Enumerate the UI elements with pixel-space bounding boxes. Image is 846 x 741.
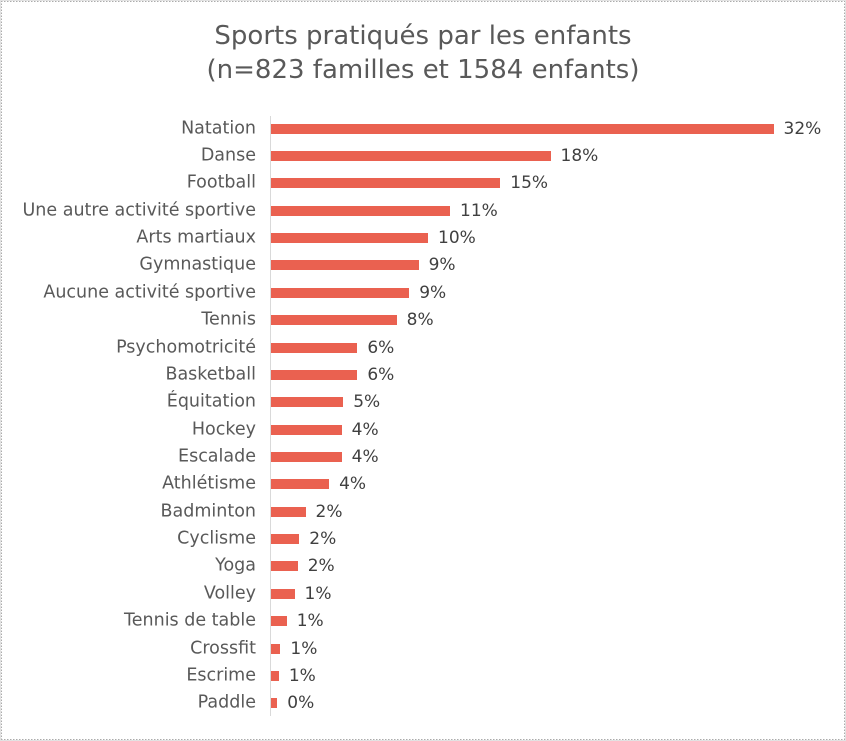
bar-row: Danse 18%: [0, 142, 846, 169]
bar: [271, 643, 281, 654]
bar: [271, 260, 419, 271]
category-label: Danse: [200, 145, 256, 166]
bar: [271, 616, 287, 627]
category-label: Crossfit: [190, 638, 256, 659]
bar: [271, 506, 306, 517]
category-label: Hockey: [191, 419, 256, 440]
bar: [271, 123, 774, 134]
value-label: 1%: [288, 665, 316, 686]
value-label: 10%: [438, 227, 476, 248]
category-label: Une autre activité sportive: [22, 200, 257, 221]
chart-title-line1: Sports pratiqués par les enfants: [214, 21, 632, 51]
bar: [271, 452, 342, 463]
bar-row: Équitation 5%: [0, 389, 846, 416]
bar: [271, 178, 501, 189]
y-axis-line: [270, 116, 271, 716]
value-label: 0%: [287, 693, 315, 714]
bar-row: Escrime 1%: [0, 662, 846, 689]
value-label: 1%: [296, 611, 324, 632]
category-label: Natation: [181, 118, 256, 139]
value-label: 32%: [783, 118, 822, 139]
bar-row: Psychomotricité 6%: [0, 334, 846, 361]
bar: [271, 315, 397, 326]
category-label: Football: [186, 172, 256, 193]
bar: [271, 151, 551, 162]
plot-area: Natation 32% Danse 18% Football 15% Une autre …: [0, 115, 846, 717]
value-label: 8%: [406, 310, 434, 331]
category-label: Basketball: [165, 364, 256, 385]
bar-row: Une autre activité sportive 11%: [0, 197, 846, 224]
value-label: 6%: [367, 337, 395, 358]
bar-row: Yoga 2%: [0, 553, 846, 580]
category-label: Volley: [203, 583, 256, 604]
bar-row: Aucune activité sportive 9%: [0, 279, 846, 306]
bar-row: Gymnastique 9%: [0, 252, 846, 279]
bar-row: Escalade 4%: [0, 443, 846, 470]
bar-row: Cyclisme 2%: [0, 525, 846, 552]
bar-row: Athlétisme 4%: [0, 471, 846, 498]
bar: [271, 424, 342, 435]
value-label: 1%: [290, 638, 318, 659]
bar-row: Hockey 4%: [0, 416, 846, 443]
value-label: 4%: [351, 446, 379, 467]
bar: [271, 342, 358, 353]
bar-row: Tennis 8%: [0, 307, 846, 334]
bar: [271, 287, 410, 298]
category-label: Athlétisme: [162, 473, 256, 494]
category-label: Badminton: [160, 501, 257, 522]
chart-title: Sports pratiqués par les enfants (n=823 f…: [0, 19, 846, 87]
category-label: Tennis de table: [124, 610, 256, 631]
value-label: 11%: [460, 200, 498, 221]
category-label: Paddle: [197, 692, 256, 713]
bar-row: Football 15%: [0, 170, 846, 197]
bar-row: Arts martiaux 10%: [0, 224, 846, 251]
bar-row: Natation 32%: [0, 115, 846, 142]
bar-row: Basketball 6%: [0, 361, 846, 388]
value-label: 9%: [419, 282, 447, 303]
bar: [271, 534, 300, 545]
value-label: 2%: [315, 501, 343, 522]
value-label: 6%: [367, 364, 395, 385]
bar: [271, 397, 344, 408]
bar: [271, 205, 451, 216]
value-label: 5%: [353, 392, 381, 413]
category-label: Tennis: [201, 309, 256, 330]
bar: [271, 479, 330, 490]
bar: [271, 698, 278, 709]
category-label: Escalade: [178, 446, 256, 467]
value-label: 4%: [339, 474, 367, 495]
bar: [271, 369, 358, 380]
category-label: Arts martiaux: [136, 227, 256, 248]
category-label: Psychomotricité: [116, 337, 256, 358]
bar-row: Tennis de table 1%: [0, 608, 846, 635]
value-label: 2%: [307, 556, 335, 577]
bar-row: Badminton 2%: [0, 498, 846, 525]
value-label: 4%: [351, 419, 379, 440]
value-label: 2%: [309, 528, 337, 549]
category-label: Aucune activité sportive: [43, 282, 256, 303]
category-label: Escrime: [186, 665, 256, 686]
category-label: Yoga: [215, 555, 256, 576]
category-label: Équitation: [166, 391, 256, 412]
bar: [271, 670, 279, 681]
value-label: 9%: [428, 255, 456, 276]
value-label: 15%: [510, 173, 549, 194]
bar: [271, 588, 295, 599]
category-label: Gymnastique: [139, 254, 256, 275]
bar: [271, 233, 429, 244]
value-label: 1%: [304, 583, 332, 604]
category-label: Cyclisme: [177, 528, 256, 549]
bar-row: Volley 1%: [0, 580, 846, 607]
bar-row: Paddle 0%: [0, 690, 846, 717]
chart-title-line2: (n=823 familles et 1584 enfants): [206, 55, 640, 85]
value-label: 18%: [560, 145, 599, 166]
bar: [271, 561, 298, 572]
bar-row: Crossfit 1%: [0, 635, 846, 662]
